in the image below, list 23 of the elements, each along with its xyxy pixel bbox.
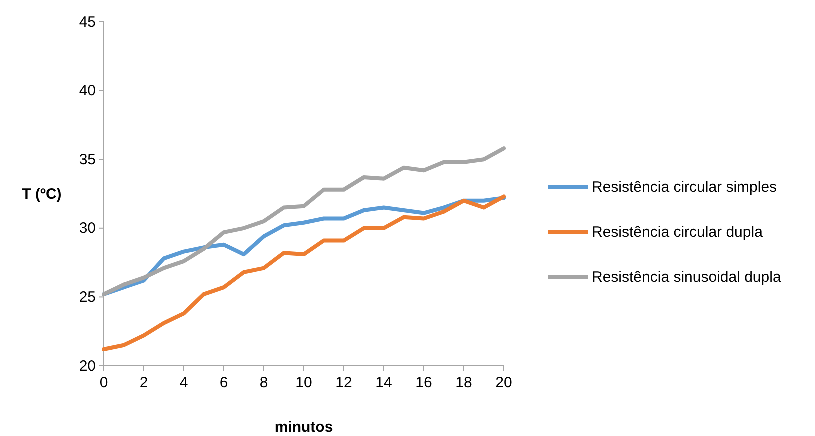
y-tick-label: 30 [79, 220, 96, 238]
x-tick-label: 8 [260, 374, 268, 392]
y-tick-label: 45 [79, 14, 96, 31]
x-axis-title: minutos [274, 419, 334, 436]
x-tick-label: 20 [496, 374, 512, 392]
x-tick-label: 4 [180, 374, 188, 392]
legend-label: Resistência circular simples [592, 179, 778, 196]
x-tick-label: 10 [296, 374, 312, 392]
y-tick-label: 40 [79, 82, 96, 100]
x-tick-label: 6 [220, 374, 228, 392]
legend-label: Resistência circular dupla [592, 224, 764, 241]
x-tick-label: 14 [376, 374, 392, 392]
x-tick-label: 2 [140, 374, 148, 392]
y-tick-label: 35 [79, 151, 96, 168]
y-axis-title: T (ºC) [22, 186, 62, 203]
legend-label: Resistência sinusoidal dupla [592, 269, 782, 286]
y-tick-label: 20 [79, 358, 96, 375]
y-tick-label: 25 [79, 289, 96, 306]
x-tick-label: 18 [456, 374, 472, 392]
line-series [102, 194, 506, 352]
x-tick-label: 16 [416, 374, 432, 392]
x-tick-label: 12 [336, 374, 352, 392]
x-tick-label: 0 [100, 374, 108, 392]
